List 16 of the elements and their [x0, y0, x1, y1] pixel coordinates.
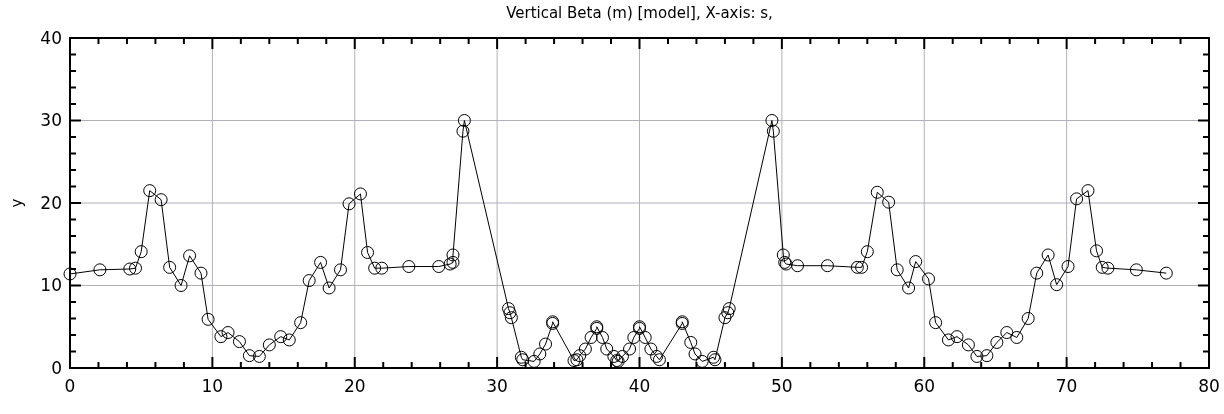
x-tick-label: 30 — [486, 376, 508, 396]
y-tick-label: 20 — [40, 192, 62, 213]
y-tick-label: 40 — [40, 27, 62, 48]
x-tick-label: 50 — [771, 376, 793, 396]
x-tick-label: 80 — [1198, 376, 1220, 396]
x-tick-label: 10 — [201, 376, 224, 396]
x-tick-label: 20 — [343, 376, 366, 396]
x-tick-label: 60 — [913, 376, 936, 396]
y-tick-label: 10 — [40, 275, 62, 296]
chart-title: Vertical Beta (m) [model], X-axis: s, — [506, 4, 773, 22]
x-tick-label: 70 — [1055, 376, 1078, 396]
x-tick-label: 0 — [64, 376, 76, 396]
y-tick-label: 0 — [51, 357, 62, 378]
x-tick-label: 40 — [628, 376, 651, 396]
y-axis-title: y — [8, 198, 26, 208]
y-tick-label: 30 — [40, 110, 62, 131]
